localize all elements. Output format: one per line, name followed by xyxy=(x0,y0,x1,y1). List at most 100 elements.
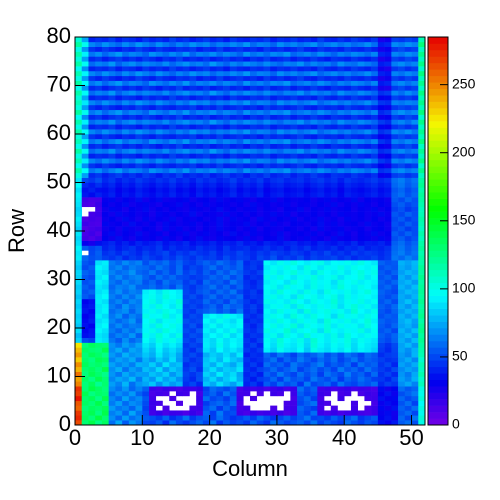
cell xyxy=(324,289,332,295)
cell xyxy=(142,332,150,338)
cell xyxy=(290,313,298,319)
cell xyxy=(81,352,89,358)
cell xyxy=(216,177,224,183)
cell xyxy=(196,182,204,188)
cell xyxy=(135,342,143,348)
cell xyxy=(202,323,210,329)
cell xyxy=(95,357,103,363)
cell xyxy=(209,226,217,232)
cell xyxy=(196,279,204,285)
cell xyxy=(317,303,325,309)
cell xyxy=(216,80,224,86)
cell xyxy=(263,332,271,338)
cell xyxy=(391,361,399,368)
cell xyxy=(317,100,325,106)
cell xyxy=(297,138,305,144)
cell xyxy=(175,192,183,198)
cell xyxy=(88,342,96,348)
cell xyxy=(357,274,365,280)
cell xyxy=(330,376,338,382)
cell xyxy=(209,386,217,392)
cell xyxy=(101,313,109,319)
cell xyxy=(216,298,224,305)
cell xyxy=(256,226,264,232)
cell xyxy=(223,298,231,305)
cell xyxy=(115,153,123,159)
cell xyxy=(182,37,190,43)
cell xyxy=(357,134,365,140)
cell xyxy=(364,192,372,198)
cell xyxy=(169,294,177,300)
cell xyxy=(229,90,237,96)
cell xyxy=(142,371,150,377)
cell xyxy=(303,391,311,397)
cell xyxy=(223,192,231,198)
cell xyxy=(297,347,305,353)
cell xyxy=(122,250,130,256)
cell xyxy=(216,313,224,319)
cell xyxy=(88,337,96,343)
cell xyxy=(330,109,338,115)
cell xyxy=(371,279,379,285)
cell xyxy=(142,158,150,164)
cell xyxy=(81,420,89,426)
cell xyxy=(142,148,150,154)
cell xyxy=(371,386,379,392)
cell xyxy=(330,298,338,305)
cell xyxy=(169,192,177,198)
cell xyxy=(276,279,284,285)
cell xyxy=(101,395,109,402)
cell xyxy=(88,347,96,353)
cell xyxy=(135,158,143,164)
cell xyxy=(128,56,136,62)
cell xyxy=(310,119,318,125)
cell xyxy=(276,386,284,392)
cell xyxy=(229,298,237,305)
cell xyxy=(216,119,224,125)
cell xyxy=(263,100,271,106)
z-tick-label: 250 xyxy=(452,75,476,91)
cell xyxy=(162,294,170,300)
cell xyxy=(75,405,83,411)
cell xyxy=(384,342,392,348)
cell xyxy=(384,415,392,421)
cell xyxy=(350,109,358,115)
cell xyxy=(337,70,345,77)
cell xyxy=(270,119,278,125)
cell xyxy=(149,235,157,241)
cell xyxy=(115,386,123,392)
cell xyxy=(229,313,237,319)
cell xyxy=(357,172,365,178)
cell xyxy=(283,240,291,246)
palette-swatch xyxy=(428,121,448,128)
cell xyxy=(162,201,170,208)
cell xyxy=(216,95,224,101)
cell xyxy=(209,100,217,106)
palette-swatch xyxy=(428,282,448,290)
cell xyxy=(162,274,170,280)
cell xyxy=(216,158,224,164)
cell xyxy=(256,357,264,363)
cell xyxy=(250,231,258,237)
cell xyxy=(384,284,392,290)
cell xyxy=(256,114,264,120)
cell xyxy=(350,347,358,353)
cell xyxy=(169,46,177,52)
cell xyxy=(149,332,157,338)
cell xyxy=(175,347,183,353)
cell xyxy=(128,313,136,319)
cell xyxy=(377,182,385,188)
cell xyxy=(122,104,130,111)
cell xyxy=(324,167,332,174)
cell xyxy=(223,410,231,416)
cell xyxy=(377,294,385,300)
cell xyxy=(310,51,318,57)
cell xyxy=(398,264,406,271)
cell xyxy=(276,75,284,81)
cell xyxy=(364,240,372,246)
cell xyxy=(344,104,352,111)
cell xyxy=(95,56,103,62)
cell xyxy=(142,352,150,358)
cell xyxy=(344,294,352,300)
